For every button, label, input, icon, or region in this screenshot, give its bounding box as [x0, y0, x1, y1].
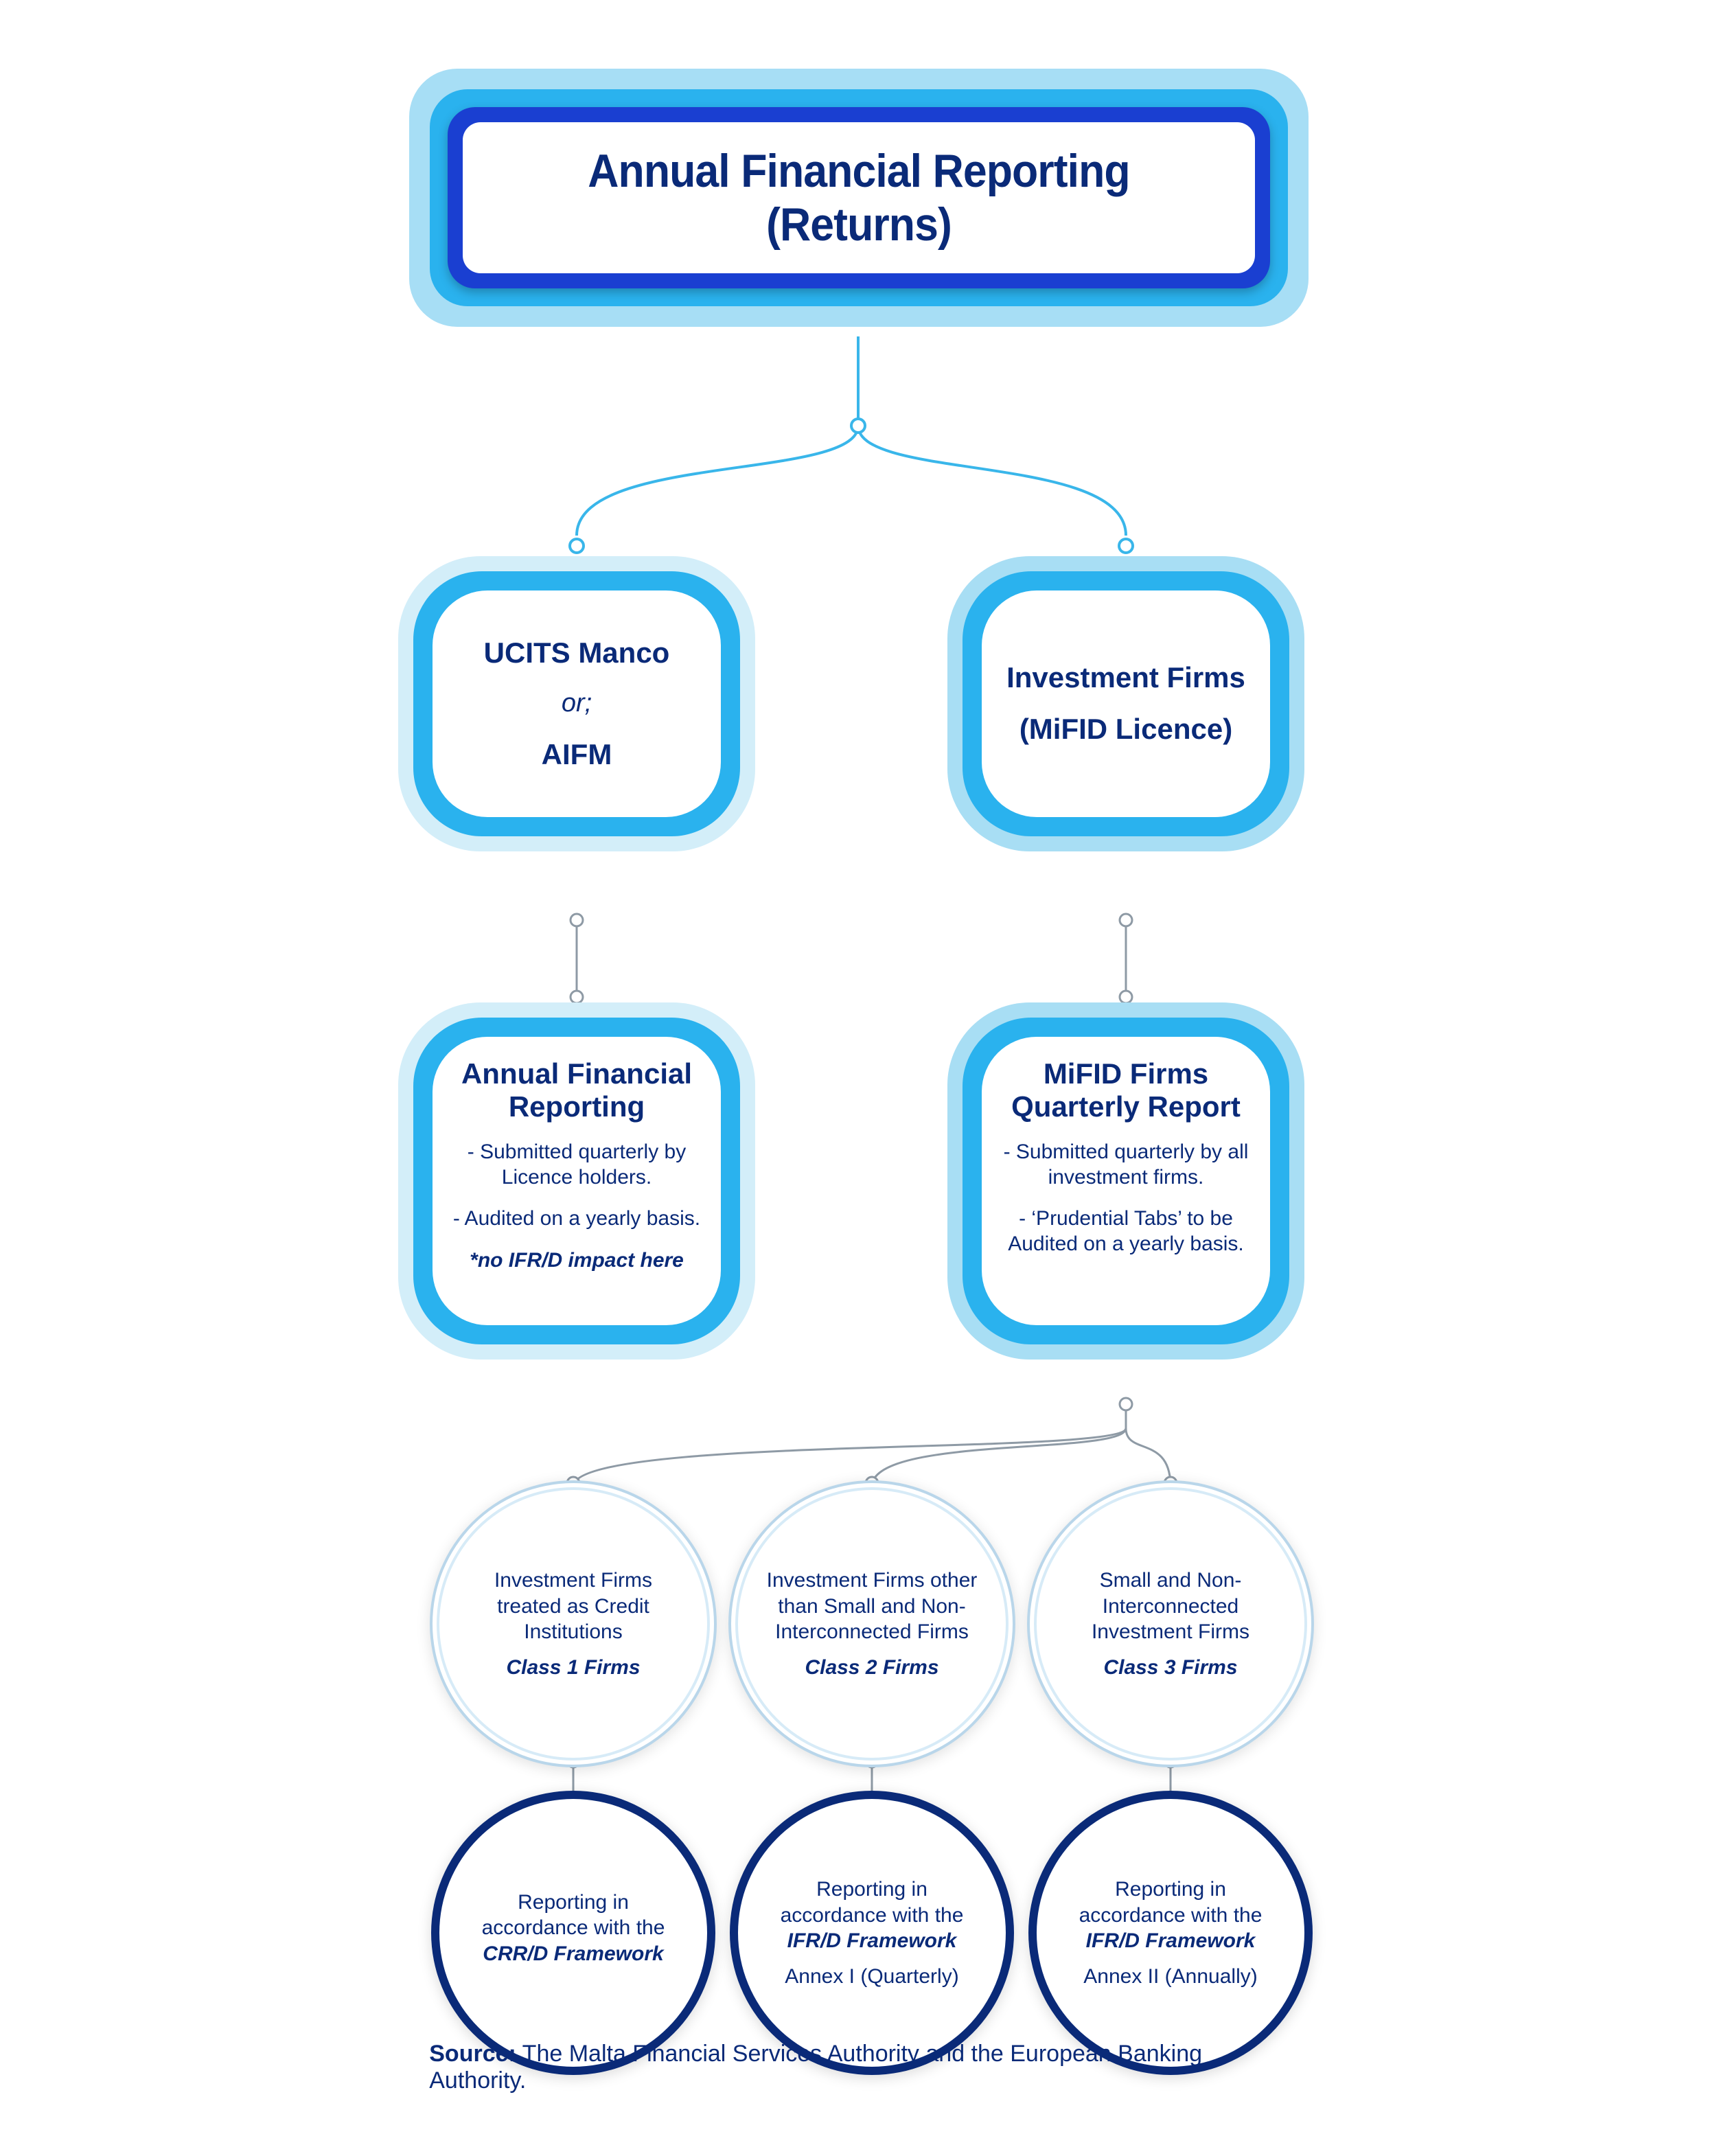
node-text: AIFM: [542, 735, 612, 775]
circle-class1: Investment Firms treated as Credit Insti…: [439, 1490, 707, 1758]
circle-desc: Investment Firms other than Small and No…: [767, 1569, 978, 1643]
diagram-title: Annual Financial Reporting (Returns): [519, 144, 1197, 251]
node-text: (MiFID Licence): [1019, 710, 1232, 749]
heading: MiFID Firms Quarterly Report: [1000, 1057, 1252, 1124]
title-box: Annual Financial Reporting (Returns): [409, 69, 1309, 327]
circle-class: Class 2 Firms: [765, 1655, 978, 1681]
report-framework: IFR/D Framework: [787, 1929, 957, 1952]
source-label: Source:: [429, 2041, 516, 2067]
node-text: Investment Firms: [1006, 658, 1245, 698]
note: *no IFR/D impact here: [450, 1249, 703, 1272]
report-pre: Reporting in accordance with the: [1079, 1878, 1263, 1927]
bullet: - ‘Prudential Tabs’ to be Audited on a y…: [1000, 1206, 1252, 1257]
report-framework: IFR/D Framework: [1086, 1929, 1256, 1952]
node-ucits-aifm: UCITS Manco or; AIFM: [398, 556, 755, 851]
circle-class: Class 1 Firms: [467, 1655, 680, 1681]
bullet: - Audited on a yearly basis.: [450, 1206, 703, 1232]
circle-report-class3: Reporting in accordance with the IFR/D F…: [1037, 1799, 1304, 2067]
report-framework: CRR/D Framework: [483, 1942, 663, 1965]
circle-desc: Small and Non-Interconnected Investment …: [1092, 1569, 1249, 1643]
node-or: or;: [562, 686, 592, 721]
circle-class2: Investment Firms other than Small and No…: [738, 1490, 1006, 1758]
heading: Annual Financial Reporting: [450, 1057, 703, 1124]
report-annex: Annex I (Quarterly): [765, 1964, 978, 1990]
circle-desc: Investment Firms treated as Credit Insti…: [494, 1569, 652, 1643]
circle-class3: Small and Non-Interconnected Investment …: [1037, 1490, 1304, 1758]
node-annual-financial-reporting: Annual Financial Reporting - Submitted q…: [398, 1002, 755, 1360]
source-text: The Malta Financial Services Authority a…: [429, 2041, 1202, 2094]
bullet: - Submitted quarterly by Licence holders…: [450, 1139, 703, 1191]
circle-report-class1: Reporting in accordance with the CRR/D F…: [439, 1799, 707, 2067]
node-investment-firms: Investment Firms (MiFID Licence): [947, 556, 1304, 851]
connectors: [0, 41, 1717, 2101]
diagram-canvas: Annual Financial Reporting (Returns) UCI…: [0, 41, 1717, 2101]
bullet: - Submitted quarterly by all investment …: [1000, 1139, 1252, 1191]
report-pre: Reporting in accordance with the: [482, 1891, 665, 1940]
source-line: Source: The Malta Financial Services Aut…: [429, 2041, 1288, 2094]
report-annex: Annex II (Annually): [1064, 1964, 1277, 1990]
circle-class: Class 3 Firms: [1064, 1655, 1277, 1681]
node-text: UCITS Manco: [484, 634, 670, 673]
node-mifid-quarterly-report: MiFID Firms Quarterly Report - Submitted…: [947, 1002, 1304, 1360]
circle-report-class2: Reporting in accordance with the IFR/D F…: [738, 1799, 1006, 2067]
report-pre: Reporting in accordance with the: [781, 1878, 964, 1927]
